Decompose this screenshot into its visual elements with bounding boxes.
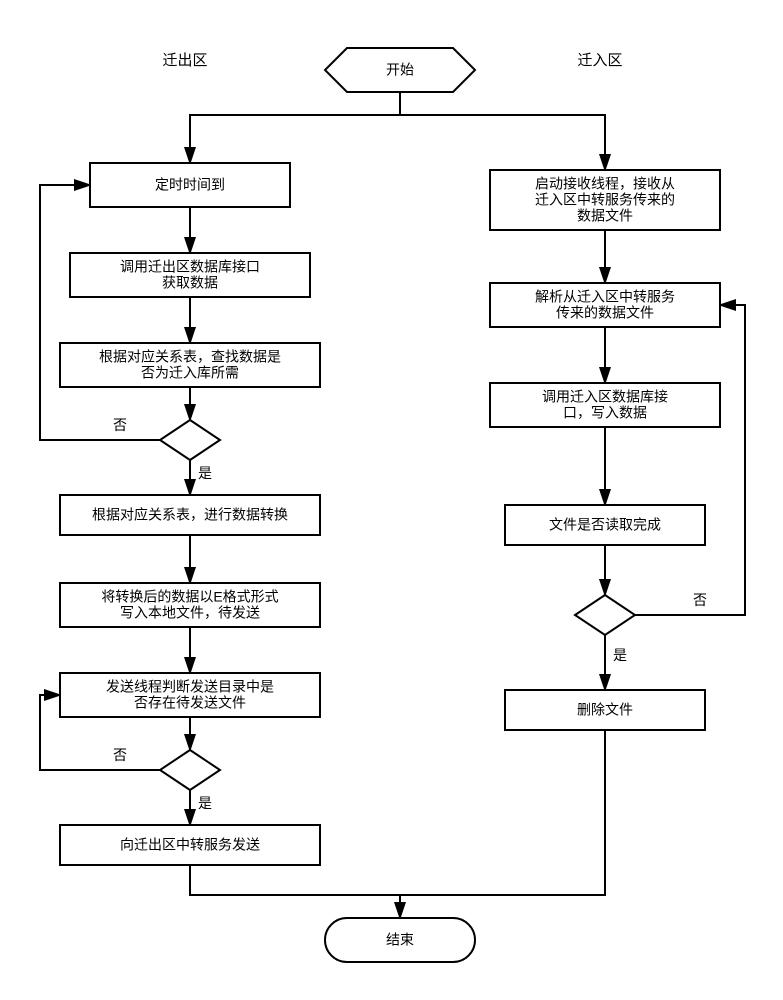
node-text: 数据文件 <box>577 208 633 224</box>
node-l5: 将转换后的数据以E格式形式写入本地文件，待发送 <box>60 583 320 627</box>
node-text: 将转换后的数据以E格式形式 <box>101 589 278 605</box>
edge <box>400 730 605 895</box>
node-rd1 <box>575 595 635 635</box>
node-text: 根据对应关系表，进行数据转换 <box>92 507 288 523</box>
flowchart-canvas: 是否是否是否开始定时时间到调用迁出区数据库接口获取数据根据对应关系表，查找数据是… <box>0 0 783 1000</box>
node-text: 获取数据 <box>162 275 218 291</box>
node-text: 开始 <box>386 62 414 78</box>
edge <box>400 115 605 170</box>
node-text: 否存在待发送文件 <box>134 695 246 711</box>
edge-label: 是 <box>198 795 212 811</box>
node-text: 删除文件 <box>577 702 633 718</box>
node-text: 发送线程判断发送目录中是 <box>106 679 274 695</box>
node-r3: 调用迁入区数据库接口，写入数据 <box>490 383 720 427</box>
node-l1: 定时时间到 <box>90 163 290 207</box>
node-text: 启动接收线程，接收从 <box>535 176 675 192</box>
edge-label: 是 <box>613 647 627 663</box>
edge <box>635 305 745 615</box>
node-r2: 解析从迁入区中转服务传来的数据文件 <box>490 283 720 327</box>
node-l6: 发送线程判断发送目录中是否存在待发送文件 <box>60 673 320 717</box>
edge-label: 否 <box>113 747 127 763</box>
left-region-title: 迁出区 <box>162 52 207 69</box>
right-region-title: 迁入区 <box>577 52 622 69</box>
node-text: 根据对应关系表，查找数据是 <box>99 349 281 365</box>
edge-label: 否 <box>113 417 127 433</box>
node-text: 否为迁入库所需 <box>141 365 239 381</box>
node-text: 迁入区中转服务传来的 <box>535 192 675 208</box>
node-text: 定时时间到 <box>155 177 225 193</box>
node-text: 写入本地文件，待发送 <box>120 605 260 621</box>
node-r4: 文件是否读取完成 <box>505 505 705 545</box>
node-start: 开始 <box>325 48 475 92</box>
edge <box>40 185 160 440</box>
node-text: 口，写入数据 <box>563 405 647 421</box>
node-r1: 启动接收线程，接收从迁入区中转服务传来的数据文件 <box>490 170 720 230</box>
edge-label: 否 <box>693 592 707 608</box>
node-l7: 向迁出区中转服务发送 <box>60 825 320 865</box>
node-l2: 调用迁出区数据库接口获取数据 <box>70 253 310 297</box>
node-text: 调用迁入区数据库接 <box>542 389 668 405</box>
node-text: 传来的数据文件 <box>556 305 654 321</box>
node-ld2 <box>160 750 220 790</box>
node-r5: 删除文件 <box>505 690 705 730</box>
edge-label: 是 <box>198 465 212 481</box>
node-text: 解析从迁入区中转服务 <box>535 289 675 305</box>
node-end: 结束 <box>325 918 475 962</box>
edge <box>190 865 400 918</box>
node-ld1 <box>160 420 220 460</box>
node-text: 文件是否读取完成 <box>549 517 661 533</box>
node-l4: 根据对应关系表，进行数据转换 <box>60 495 320 535</box>
node-text: 结束 <box>386 932 414 948</box>
edge <box>190 115 400 163</box>
node-text: 向迁出区中转服务发送 <box>120 837 260 853</box>
node-l3: 根据对应关系表，查找数据是否为迁入库所需 <box>60 343 320 387</box>
node-text: 调用迁出区数据库接口 <box>120 259 260 275</box>
